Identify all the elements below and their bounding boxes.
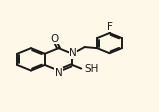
Text: SH: SH [84, 65, 99, 74]
Text: F: F [107, 22, 112, 32]
Text: N: N [69, 48, 77, 58]
Text: O: O [51, 33, 59, 44]
Text: N: N [55, 68, 62, 78]
